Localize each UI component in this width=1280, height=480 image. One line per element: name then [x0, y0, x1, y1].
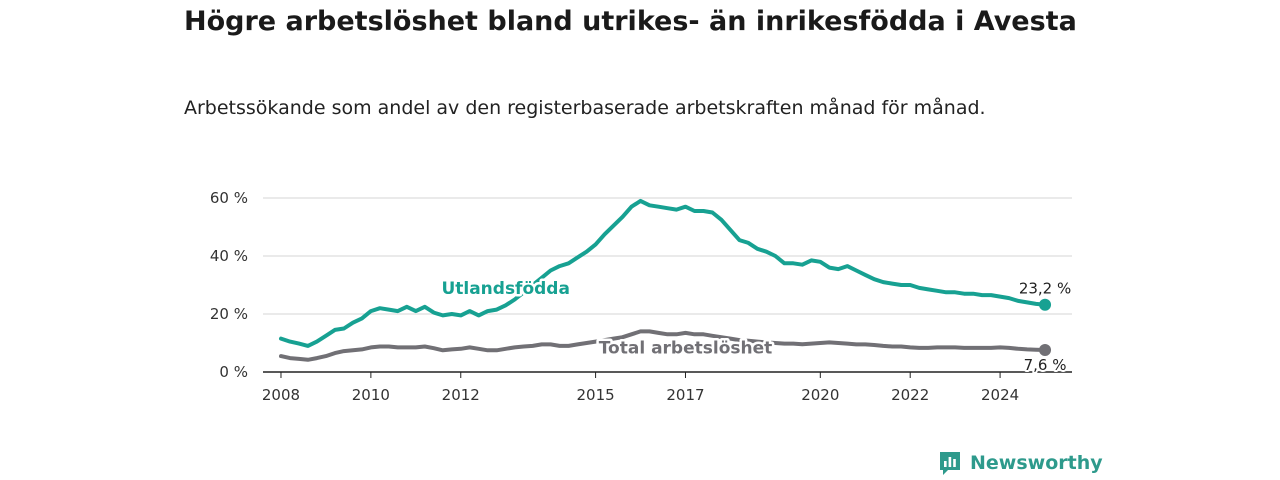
brand-logo: Newsworthy — [938, 450, 1103, 476]
series-label-total-arbetsl-shet: Total arbetslöshet — [599, 338, 773, 358]
x-tick-label: 2015 — [576, 386, 614, 404]
y-tick-label: 60 % — [210, 189, 248, 207]
series-line-utlandsf-dda — [279, 198, 1047, 348]
series-line-total-arbetsl-shet — [279, 329, 1047, 362]
chart-title: Högre arbetslöshet bland utrikes- än inr… — [184, 6, 1077, 37]
line-chart: 0 % 20 % 40 % 60 % 2008 2010 2012 2015 2017 2020 2… — [210, 189, 1073, 404]
y-tick-label: 40 % — [210, 247, 248, 265]
y-tick-label: 20 % — [210, 305, 248, 323]
end-label-utlandsf-dda: 23,2 % — [1019, 280, 1071, 298]
chart-subtitle: Arbetssökande som andel av den registerb… — [184, 97, 986, 119]
end-label-total-arbetsl-shet: 7,6 % — [1024, 356, 1067, 374]
x-tick-label: 2017 — [666, 386, 704, 404]
y-tick-label: 0 % — [219, 363, 248, 381]
newsworthy-logo-icon — [940, 452, 960, 475]
brand-name: Newsworthy — [970, 452, 1103, 474]
x-tick-label: 2024 — [981, 386, 1019, 404]
x-tick-label: 2008 — [262, 386, 300, 404]
series-label-utlandsf-dda: Utlandsfödda — [441, 279, 570, 299]
x-tick-label: 2012 — [442, 386, 480, 404]
x-tick-label: 2020 — [801, 386, 839, 404]
x-tick-label: 2010 — [352, 386, 390, 404]
end-point-utlandsf-dda — [1039, 298, 1052, 311]
x-tick-label: 2022 — [891, 386, 929, 404]
end-point-total-arbetsl-shet — [1039, 343, 1052, 356]
